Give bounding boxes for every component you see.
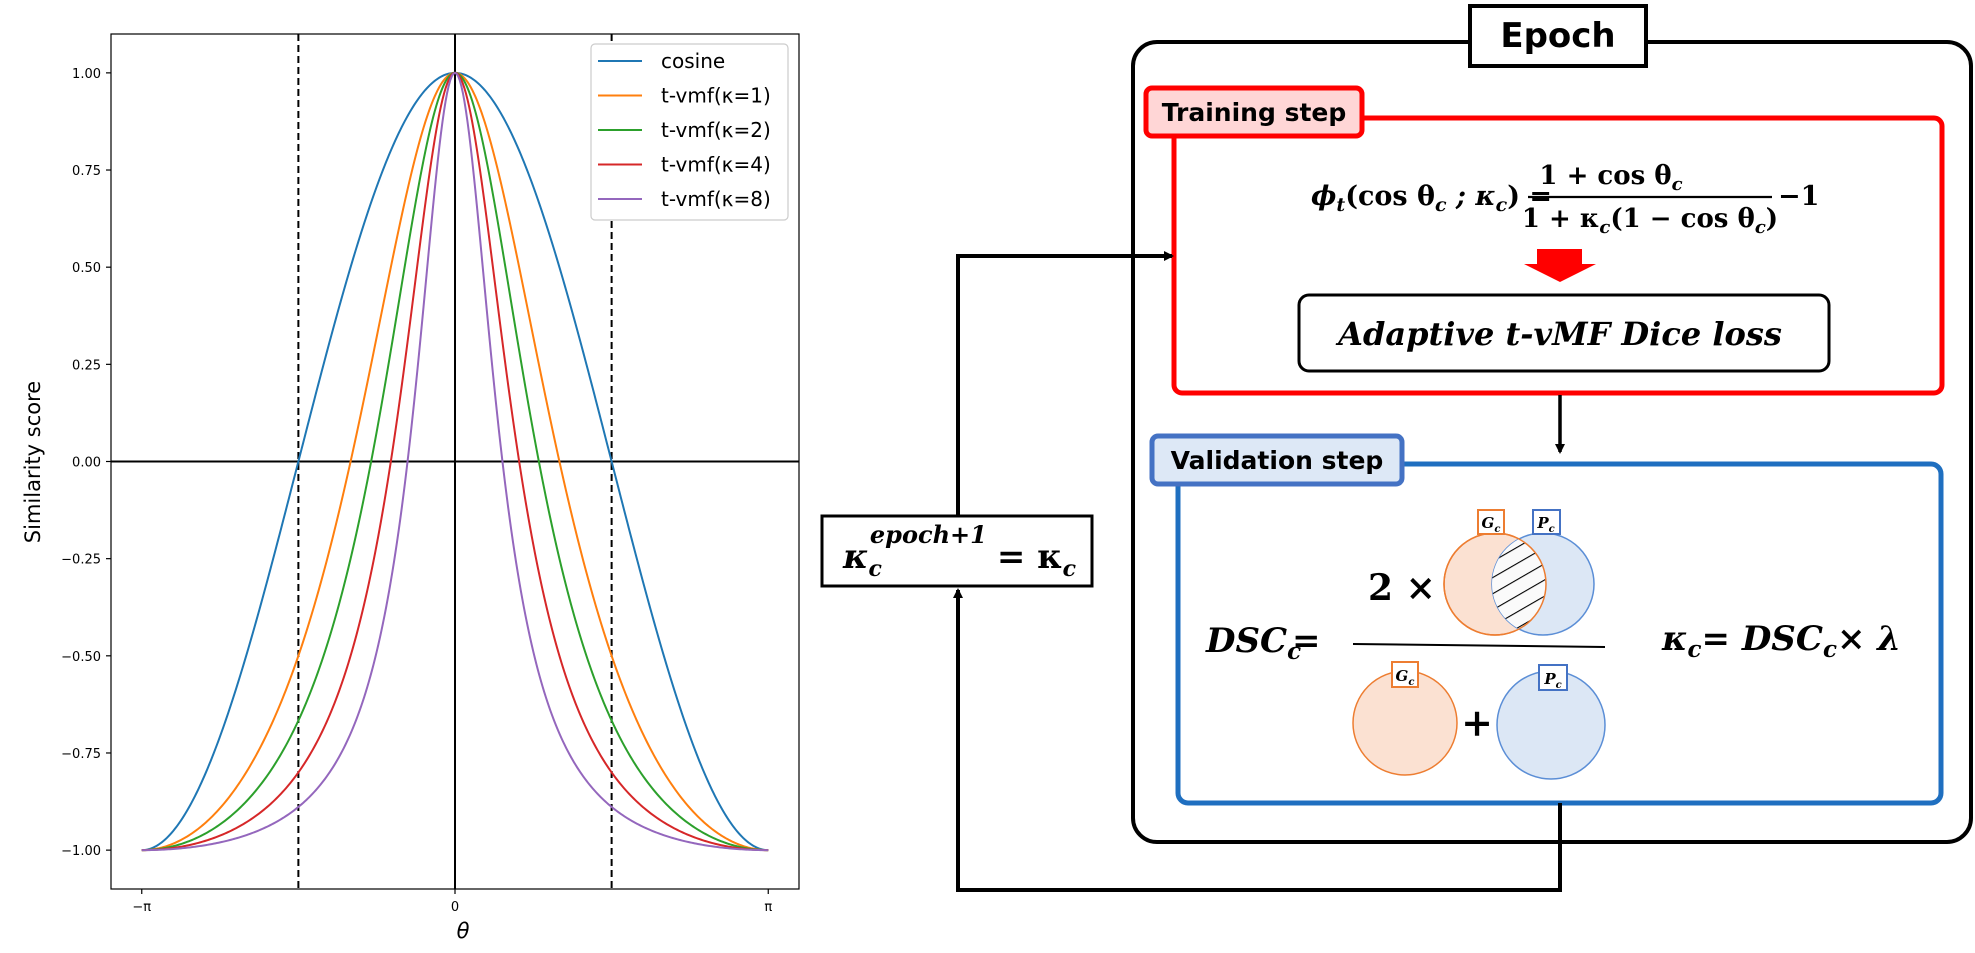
phi-args2-sub: c: [1496, 194, 1508, 216]
g-label-sub-den: c: [1408, 677, 1414, 688]
legend-label-0: cosine: [661, 49, 725, 73]
series-line-4: [141, 71, 769, 852]
dsc-eq: =: [1292, 621, 1321, 661]
training-label: Training step: [1162, 98, 1347, 127]
numerator-venn: Gc Pc: [1443, 509, 1595, 636]
y-tick-label-4: 0.00: [72, 456, 101, 471]
g-label-sub: c: [1494, 524, 1500, 535]
y-tick-label-1: 0.75: [72, 164, 101, 179]
y-tick-label-5: −0.25: [61, 553, 101, 568]
loss-box: [1297, 293, 1831, 373]
legend-label-2: t-vmf(κ=2): [661, 118, 771, 142]
kappa-next: κcepoch+1= κc: [842, 520, 1077, 582]
kappa-update-lhs-sub: c: [1687, 636, 1701, 663]
p-tag-numerator: [1532, 509, 1561, 535]
phi-numerator-sub: c: [1672, 174, 1683, 195]
p-label-sub: c: [1549, 524, 1555, 535]
phi-args2: ; κ: [1447, 181, 1496, 212]
kappa-next-lhs-sub: c: [868, 556, 882, 582]
p-tag-text-denominator: Pc: [1543, 670, 1561, 691]
g-tag-numerator: [1477, 509, 1505, 535]
kappa-next-sup: epoch+1: [870, 520, 987, 549]
training-label-box: [1143, 85, 1365, 139]
y-tick-label-6: −0.50: [61, 650, 101, 665]
phi-denominator-text2: (1 − cos θ: [1610, 204, 1755, 234]
zero-axes: [111, 34, 799, 889]
phi-args: (cos θ: [1345, 181, 1435, 212]
kappa-next-lhs: κ: [842, 537, 868, 577]
x-tick-label-2: π: [764, 900, 772, 915]
x-axis-label: θ: [457, 919, 470, 943]
kappa-update-eq: = DSC: [1702, 619, 1823, 659]
phi-denominator-text: 1 + κ: [1522, 204, 1599, 234]
series-curves: [141, 71, 769, 852]
feedback-arrow-up: [953, 588, 1562, 892]
g-label-den: G: [1396, 667, 1409, 685]
y-axis-label: Similarity score: [21, 381, 45, 543]
red-down-arrow-icon: [1524, 249, 1596, 282]
y-tick-label-8: −1.00: [61, 844, 101, 859]
phi-args-sub: c: [1435, 194, 1447, 216]
feedback-arrow-right: [956, 251, 1174, 516]
phi-numerator-text: 1 + cos θ: [1539, 161, 1671, 191]
phi-denominator-close: ): [1766, 204, 1778, 234]
kappa-next-box: [820, 514, 1094, 588]
y-tick-label-3: 0.25: [72, 358, 101, 373]
legend-label-3: t-vmf(κ=4): [661, 153, 771, 177]
validation-label-box: [1149, 433, 1405, 487]
phi-lhs: ϕt(cos θc ; κc) =: [1311, 181, 1552, 216]
dsc-lhs-sub: c: [1287, 638, 1301, 665]
phi-symbol: ϕ: [1311, 181, 1336, 212]
phi-tail: −1: [1778, 181, 1819, 212]
y-tick-label-0: 1.00: [72, 67, 101, 82]
legend-label-1: t-vmf(κ=1): [661, 84, 771, 108]
kappa-update-eq-sub: c: [1823, 636, 1837, 663]
loss-label: Adaptive t-vMF Dice loss: [1335, 315, 1782, 353]
x-tick-label-0: −π: [132, 900, 151, 915]
kappa-next-eq: = κ: [997, 537, 1063, 577]
kappa-update-lhs: κ: [1661, 619, 1687, 659]
legend-frame: [590, 43, 789, 221]
kappa-update-tail: × λ: [1837, 619, 1901, 659]
g-label: G: [1482, 514, 1495, 532]
legend-label-4: t-vmf(κ=8): [661, 187, 771, 211]
training-diagram: Epoch Training step ϕt(cos θc ; κc) = 1 …: [820, 4, 1973, 892]
dsc-plus: +: [1461, 700, 1493, 745]
intersection-hatch: [1492, 533, 1546, 635]
phi-formula: ϕt(cos θc ; κc) = 1 + cos θc 1 + κc(1 − …: [1311, 161, 1819, 238]
y-ticks: 1.00 0.75 0.50 0.25 0.00 −0.25 −0.50 −0.75 −1.00: [61, 67, 111, 859]
y-tick-label-2: 0.50: [72, 261, 101, 276]
validation-label: Validation step: [1171, 446, 1384, 475]
dsc-times: 2 ×: [1368, 567, 1436, 609]
kappa-next-eq-sub: c: [1063, 556, 1077, 582]
p-tag-denominator: [1538, 664, 1568, 691]
p-label-den: P: [1543, 670, 1556, 688]
phi-denominator: 1 + κc(1 − cos θc): [1522, 204, 1778, 238]
similarity-chart: 1.00 0.75 0.50 0.25 0.00 −0.25 −0.50 −0.75 −1.00…: [21, 33, 800, 943]
phi-denominator-sub2: c: [1755, 217, 1766, 238]
dsc-lhs-text: DSC: [1205, 621, 1287, 661]
phi-numerator: 1 + cos θc: [1539, 161, 1682, 195]
dsc-lhs: DSCc: [1205, 621, 1301, 665]
y-tick-label-7: −0.75: [61, 747, 101, 762]
epoch-label-box: [1468, 4, 1648, 68]
phi-sub: t: [1336, 194, 1345, 216]
x-ticks: −π 0 π: [132, 889, 772, 915]
dsc-fraction-bar: [1352, 643, 1606, 648]
x-tick-label-1: 0: [451, 900, 459, 915]
p-label: P: [1536, 514, 1549, 532]
dsc-formula: DSCc = 2 × Gc Pc Gc +: [1205, 509, 1901, 780]
g-tag-denominator: [1391, 661, 1419, 688]
p-label-sub-den: c: [1556, 680, 1562, 691]
phi-denominator-sub: c: [1599, 217, 1610, 238]
g-tag-text-numerator: Gc: [1482, 514, 1501, 535]
training-box: [1171, 115, 1945, 396]
legend: cosine t-vmf(κ=1) t-vmf(κ=2) t-vmf(κ=4) t-vm…: [590, 43, 789, 221]
epoch-label: Epoch: [1500, 16, 1615, 56]
kappa-update: κc= DSCc× λ: [1661, 619, 1901, 663]
p-tag-text-numerator: Pc: [1536, 514, 1554, 535]
g-tag-text-denominator: Gc: [1396, 667, 1415, 688]
denominator-circles: Gc + Pc: [1352, 661, 1606, 780]
